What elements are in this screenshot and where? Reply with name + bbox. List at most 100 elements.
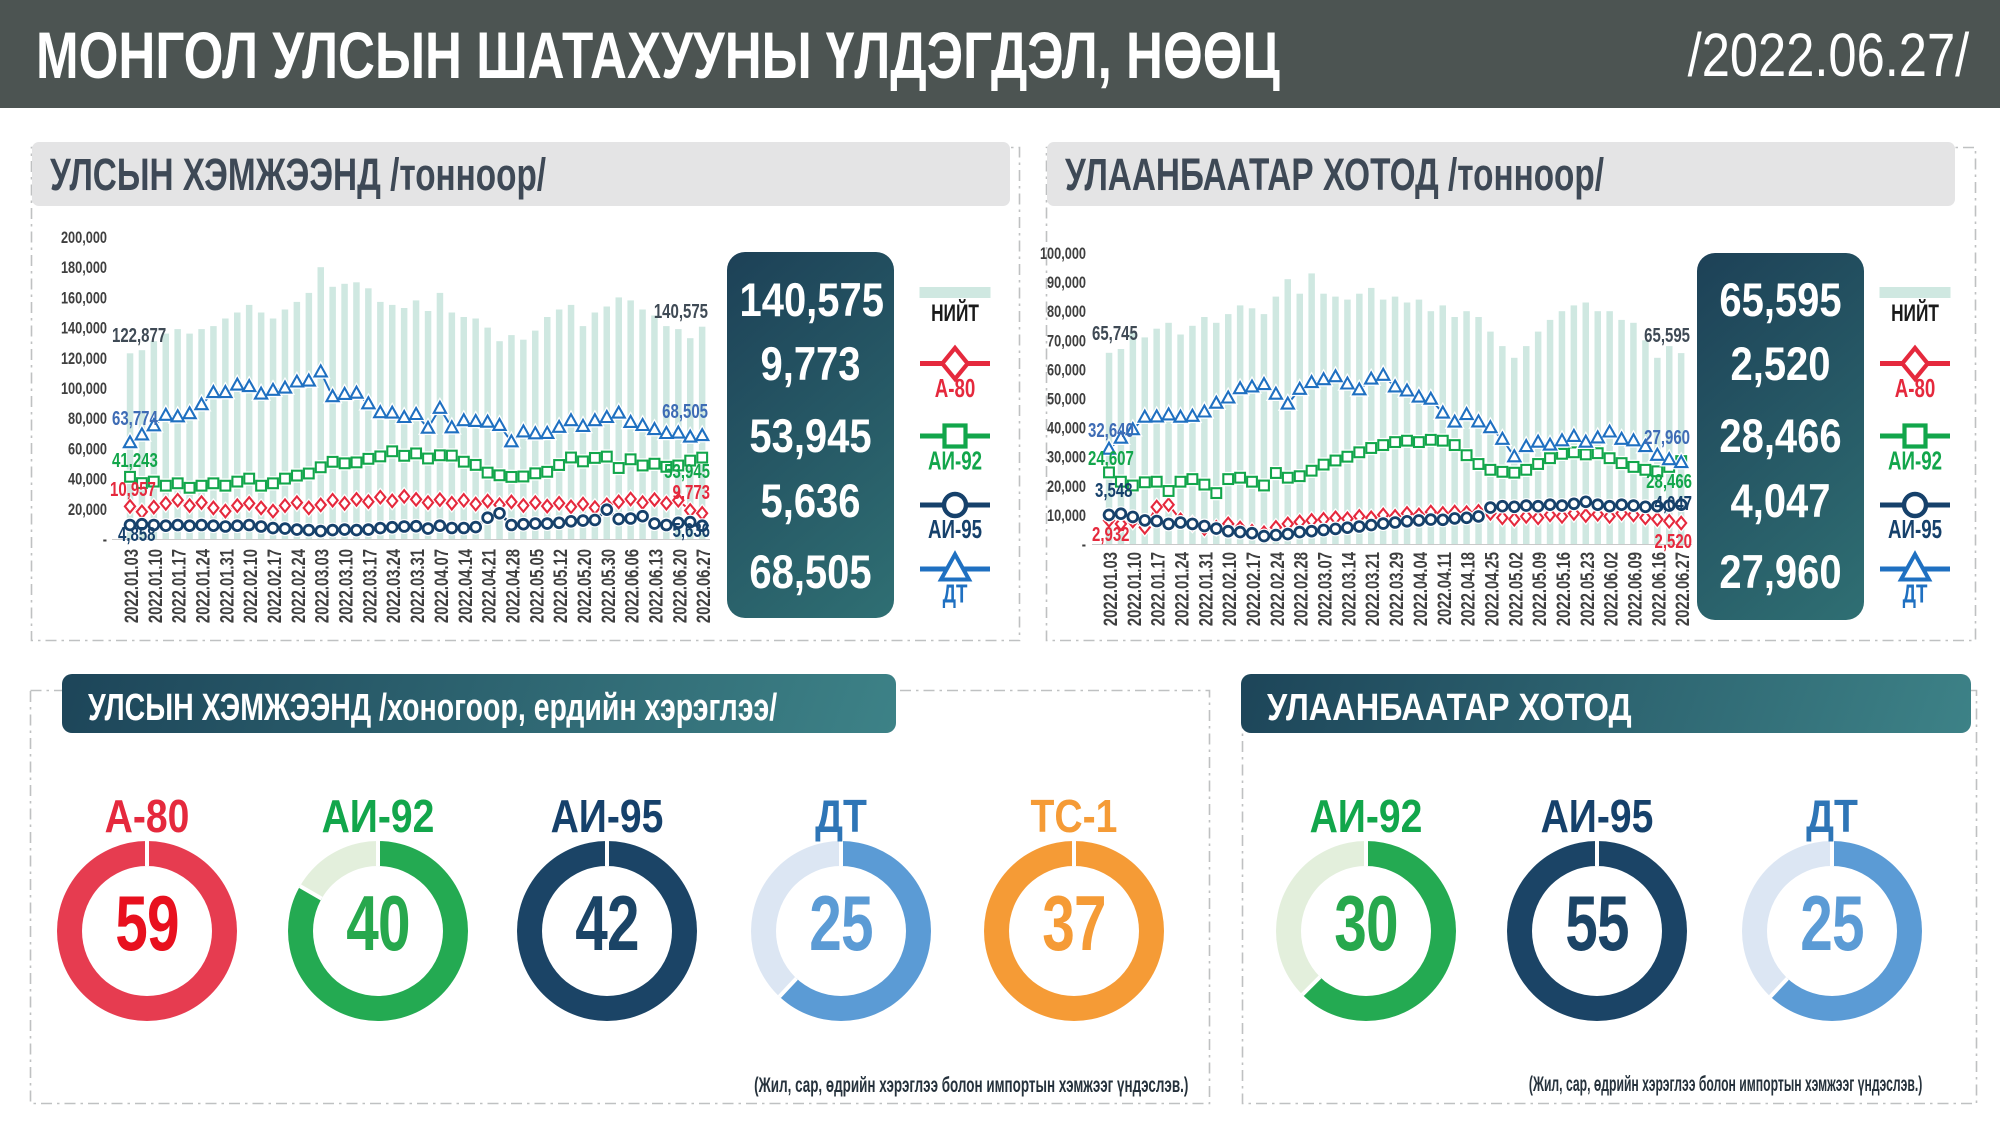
svg-text:65,745: 65,745 [1092, 322, 1138, 345]
svg-text:2022.03.03: 2022.03.03 [312, 549, 333, 623]
svg-text:27,960: 27,960 [1644, 426, 1690, 449]
svg-text:2022.05.23: 2022.05.23 [1577, 552, 1598, 626]
svg-text:3,548: 3,548 [1095, 479, 1133, 502]
svg-text:А-80: А-80 [935, 373, 976, 403]
svg-text:2,932: 2,932 [1092, 523, 1130, 546]
svg-text:2022.01.17: 2022.01.17 [1148, 552, 1169, 626]
svg-text:2022.03.10: 2022.03.10 [336, 549, 357, 623]
svg-text:2022.01.17: 2022.01.17 [169, 549, 190, 623]
svg-text:2022.06.27: 2022.06.27 [1672, 552, 1693, 626]
svg-text:41,243: 41,243 [112, 449, 158, 472]
svg-text:2022.06.06: 2022.06.06 [622, 549, 643, 623]
svg-text:40,000: 40,000 [68, 470, 107, 489]
svg-text:2022.06.20: 2022.06.20 [670, 549, 691, 623]
svg-text:2022.01.31: 2022.01.31 [217, 549, 238, 623]
svg-text:100,000: 100,000 [61, 379, 107, 398]
svg-text:2022.02.24: 2022.02.24 [288, 549, 309, 624]
svg-text:2022.03.17: 2022.03.17 [360, 549, 381, 623]
svg-text:4,047: 4,047 [1655, 492, 1693, 515]
svg-text:2022.01.24: 2022.01.24 [193, 549, 214, 624]
svg-text:40,000: 40,000 [1047, 419, 1086, 438]
svg-text:2022.05.30: 2022.05.30 [598, 549, 619, 623]
svg-text:10,000: 10,000 [1047, 506, 1086, 525]
svg-text:2022.01.24: 2022.01.24 [1172, 552, 1193, 627]
svg-text:60,000: 60,000 [68, 440, 107, 459]
svg-text:24,607: 24,607 [1088, 447, 1134, 470]
svg-text:10,957: 10,957 [110, 478, 156, 501]
svg-text:68,505: 68,505 [662, 400, 708, 423]
svg-text:2022.01.31: 2022.01.31 [1196, 552, 1217, 626]
svg-text:2,520: 2,520 [1655, 530, 1693, 553]
svg-text:2022.01.03: 2022.01.03 [121, 549, 142, 623]
svg-text:2022.04.25: 2022.04.25 [1482, 552, 1503, 626]
svg-text:2022.05.20: 2022.05.20 [574, 549, 595, 623]
svg-text:-: - [1082, 535, 1086, 554]
svg-text:2022.01.03: 2022.01.03 [1100, 552, 1121, 626]
svg-text:100,000: 100,000 [1040, 244, 1086, 263]
svg-text:2022.04.18: 2022.04.18 [1458, 552, 1479, 626]
svg-text:А-80: А-80 [1895, 373, 1936, 403]
svg-text:2022.06.16: 2022.06.16 [1649, 552, 1670, 626]
svg-text:2022.06.13: 2022.06.13 [646, 549, 667, 623]
svg-text:АИ-92: АИ-92 [1888, 445, 1942, 475]
svg-text:2022.02.28: 2022.02.28 [1291, 552, 1312, 626]
svg-text:2022.04.07: 2022.04.07 [431, 549, 452, 623]
svg-text:2022.03.29: 2022.03.29 [1386, 552, 1407, 626]
svg-text:2022.02.17: 2022.02.17 [264, 549, 285, 623]
svg-text:160,000: 160,000 [61, 289, 107, 308]
svg-text:63,774: 63,774 [112, 407, 158, 430]
svg-text:9,773: 9,773 [673, 481, 711, 504]
svg-text:АИ-95: АИ-95 [928, 514, 982, 544]
svg-text:122,877: 122,877 [112, 324, 166, 347]
svg-text:АИ-92: АИ-92 [928, 445, 982, 475]
svg-text:2022.06.02: 2022.06.02 [1601, 552, 1622, 626]
svg-text:2022.04.04: 2022.04.04 [1410, 552, 1431, 627]
svg-text:-: - [103, 530, 107, 549]
svg-text:20,000: 20,000 [1047, 477, 1086, 496]
svg-text:НИЙТ: НИЙТ [1891, 299, 1939, 327]
svg-text:ДТ: ДТ [1903, 578, 1928, 608]
svg-text:2022.03.14: 2022.03.14 [1339, 552, 1360, 627]
svg-text:2022.04.11: 2022.04.11 [1434, 552, 1455, 625]
svg-text:180,000: 180,000 [61, 258, 107, 277]
svg-text:2022.03.07: 2022.03.07 [1315, 552, 1336, 626]
svg-text:ДТ: ДТ [943, 578, 968, 608]
svg-text:32,640: 32,640 [1088, 419, 1134, 442]
svg-text:140,000: 140,000 [61, 319, 107, 338]
svg-text:140,575: 140,575 [654, 300, 708, 323]
svg-text:2022.05.05: 2022.05.05 [527, 549, 548, 623]
svg-text:80,000: 80,000 [1047, 302, 1086, 321]
svg-text:2022.03.21: 2022.03.21 [1362, 552, 1383, 626]
svg-text:2022.02.10: 2022.02.10 [240, 549, 261, 623]
svg-text:2022.05.02: 2022.05.02 [1506, 552, 1527, 626]
svg-text:120,000: 120,000 [61, 349, 107, 368]
svg-text:2022.03.31: 2022.03.31 [407, 549, 428, 623]
svg-text:70,000: 70,000 [1047, 332, 1086, 351]
svg-text:60,000: 60,000 [1047, 361, 1086, 380]
svg-text:90,000: 90,000 [1047, 273, 1086, 292]
svg-text:2022.05.16: 2022.05.16 [1553, 552, 1574, 626]
svg-text:2022.06.09: 2022.06.09 [1625, 552, 1646, 626]
svg-text:30,000: 30,000 [1047, 448, 1086, 467]
svg-text:53,945: 53,945 [664, 460, 710, 483]
svg-text:28,466: 28,466 [1646, 470, 1692, 493]
svg-text:5,636: 5,636 [673, 519, 711, 542]
svg-text:20,000: 20,000 [68, 500, 107, 519]
svg-text:2022.05.09: 2022.05.09 [1529, 552, 1550, 626]
svg-text:50,000: 50,000 [1047, 390, 1086, 409]
svg-text:2022.01.10: 2022.01.10 [1124, 552, 1145, 626]
svg-text:2022.01.10: 2022.01.10 [145, 549, 166, 623]
svg-text:2022.02.10: 2022.02.10 [1219, 552, 1240, 626]
svg-text:2022.02.17: 2022.02.17 [1243, 552, 1264, 626]
svg-text:2022.04.21: 2022.04.21 [479, 549, 500, 623]
svg-text:2022.05.12: 2022.05.12 [550, 549, 571, 623]
svg-text:2022.04.14: 2022.04.14 [455, 549, 476, 624]
svg-text:2022.06.27: 2022.06.27 [693, 549, 714, 623]
svg-text:200,000: 200,000 [61, 228, 107, 247]
svg-text:НИЙТ: НИЙТ [931, 299, 979, 327]
svg-text:2022.03.24: 2022.03.24 [383, 549, 404, 624]
svg-text:АИ-95: АИ-95 [1888, 514, 1942, 544]
svg-text:4,858: 4,858 [118, 523, 156, 546]
svg-text:2022.04.28: 2022.04.28 [503, 549, 524, 623]
svg-text:2022.02.24: 2022.02.24 [1267, 552, 1288, 627]
